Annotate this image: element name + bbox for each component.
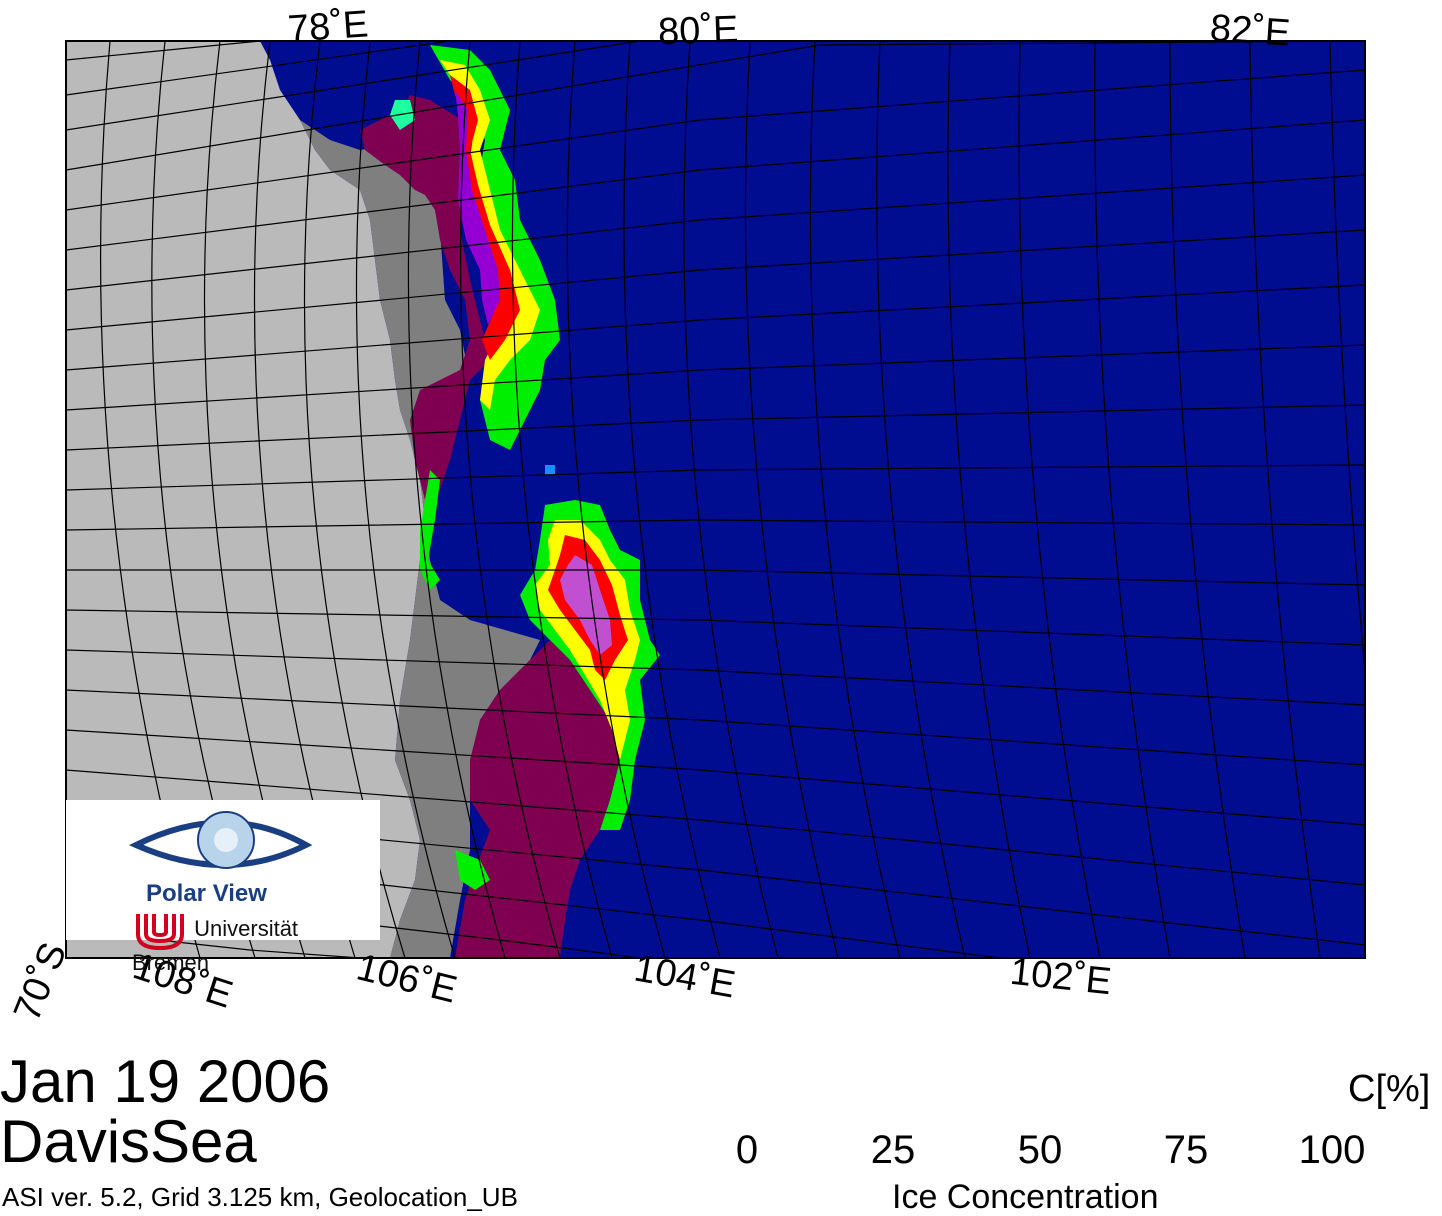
legend-title: Ice Concentration bbox=[892, 1178, 1159, 1216]
dense-ice-north bbox=[360, 95, 490, 500]
lon-label-78e: 78˚E bbox=[286, 3, 370, 51]
land-area bbox=[66, 41, 425, 958]
date-title: Jan 19 2006 bbox=[0, 1048, 331, 1115]
polar-view-logo: Polar View Universität Bremen bbox=[66, 800, 380, 975]
lon-label-82e: 82˚E bbox=[1208, 7, 1292, 55]
eye-icon bbox=[128, 811, 313, 869]
logo-polar-view-text: Polar View bbox=[146, 880, 267, 907]
footer-info: ASI ver. 5.2, Grid 3.125 km, Geolocation… bbox=[2, 1182, 518, 1212]
ice-shelf-area bbox=[300, 120, 540, 958]
legend-tick-label: 0 bbox=[735, 1128, 759, 1172]
lon-label-102e: 102˚E bbox=[1008, 950, 1114, 1004]
legend-tick-label: 100 bbox=[1298, 1128, 1366, 1172]
logo-university-text: Universität Bremen bbox=[132, 910, 380, 976]
legend-tick-label: 25 bbox=[870, 1128, 916, 1172]
marginal-ice-south bbox=[455, 500, 660, 890]
legend-tick-label: 75 bbox=[1163, 1128, 1209, 1172]
bremen-u-icon bbox=[132, 910, 188, 951]
map-border bbox=[65, 40, 1366, 959]
dense-ice-south bbox=[455, 640, 620, 958]
region-title: DavisSea bbox=[0, 1108, 257, 1175]
logo-institution-label: Universität Bremen bbox=[132, 915, 299, 975]
legend-unit: C[%] bbox=[1348, 1068, 1431, 1110]
legend-tick-label: 50 bbox=[1017, 1128, 1063, 1172]
marginal-ice-north bbox=[390, 45, 560, 590]
lon-label-80e: 80˚E bbox=[657, 8, 739, 54]
